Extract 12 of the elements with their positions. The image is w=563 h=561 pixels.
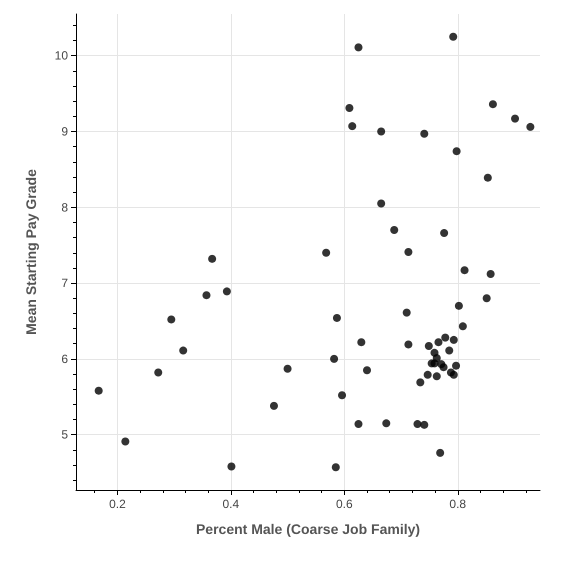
x-tick-label: 0.2 [109,497,126,511]
x-tick-label: 0.8 [449,497,466,511]
x-tick-label: 0.6 [336,497,353,511]
y-tick-label: 7 [61,276,68,290]
y-axis-title: Mean Starting Pay Grade [23,168,39,335]
y-tick-label: 10 [54,48,68,63]
y-tick-label: 8 [61,200,68,214]
x-tick-label: 0.4 [222,497,240,511]
y-tick-label: 6 [61,352,68,366]
x-axis-title: Percent Male (Coarse Job Family) [196,521,420,537]
y-tick-label: 5 [61,428,68,442]
y-tick-label: 9 [61,124,68,138]
